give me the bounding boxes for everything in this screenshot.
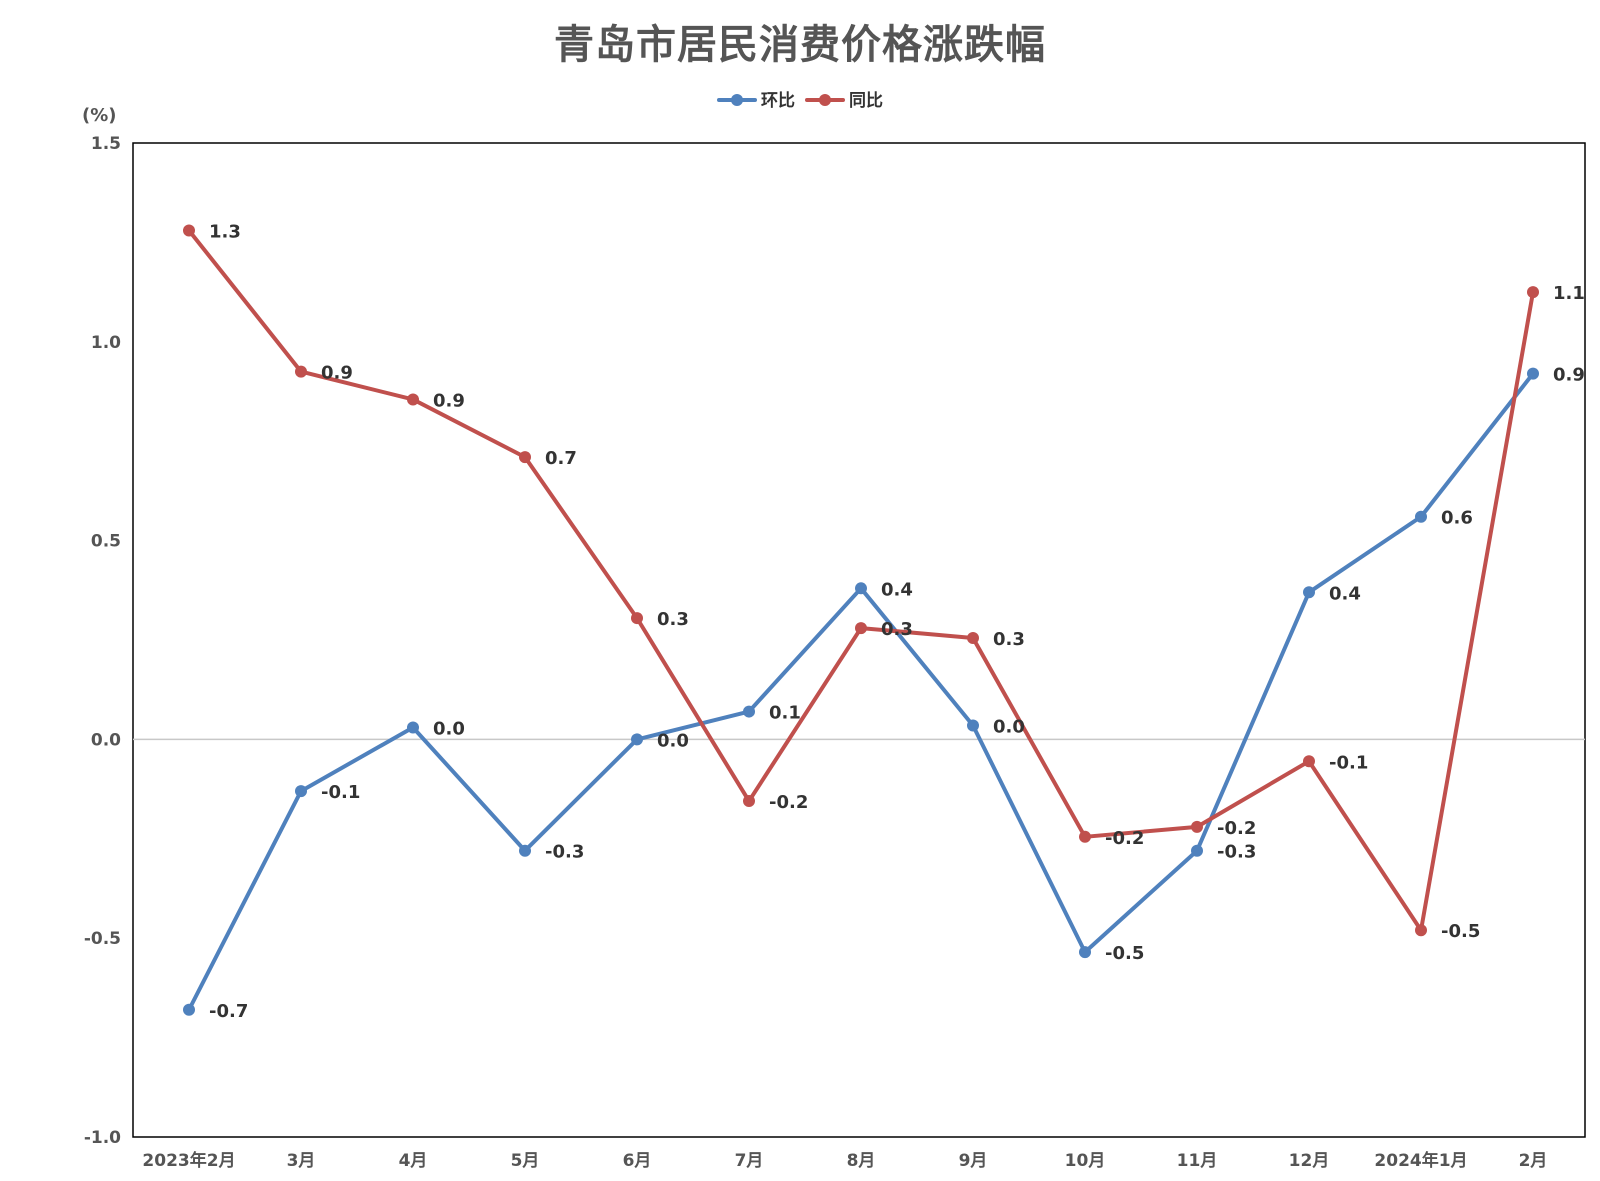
x-tick-label: 7月 [735, 1151, 764, 1171]
data-label-huanbi: 0.0 [993, 716, 1025, 737]
data-point-huanbi [1527, 367, 1539, 380]
data-label-huanbi: -0.3 [1217, 842, 1256, 863]
data-point-tongbi [407, 393, 419, 406]
chart-title: 青岛市居民消费价格涨跌幅 [554, 21, 1046, 68]
legend-swatch-huanbi [717, 89, 757, 109]
x-tick-label: 5月 [511, 1151, 540, 1171]
data-label-tongbi: -0.2 [1217, 818, 1256, 839]
data-label-huanbi: -0.3 [545, 842, 584, 863]
x-tick-label: 2023年2月 [142, 1150, 235, 1171]
data-label-huanbi: 0.6 [1441, 508, 1473, 529]
data-label-tongbi: -0.2 [769, 792, 808, 813]
data-point-tongbi [519, 451, 531, 464]
data-point-tongbi [1191, 820, 1203, 833]
data-label-tongbi: 1.1 [1553, 283, 1585, 304]
data-label-huanbi: 0.1 [769, 703, 801, 724]
series-line-huanbi [187, 371, 1535, 1012]
data-point-huanbi [1191, 844, 1203, 857]
data-point-tongbi [1415, 924, 1427, 937]
data-label-tongbi: -0.5 [1441, 921, 1480, 942]
x-tick-label: 11月 [1177, 1151, 1218, 1171]
data-label-tongbi: 0.3 [657, 609, 689, 630]
data-point-huanbi [407, 721, 419, 734]
x-tick-label: 10月 [1065, 1151, 1106, 1171]
y-tick-label: 0.5 [91, 532, 121, 552]
data-point-huanbi [519, 844, 531, 857]
legend-item-tongbi: 同比 [805, 86, 883, 111]
y-tick-label: -1.0 [84, 1128, 121, 1148]
data-point-huanbi [855, 582, 867, 595]
y-tick-label: 1.0 [91, 333, 121, 353]
data-label-huanbi: 0.4 [1329, 583, 1361, 604]
data-point-tongbi [743, 795, 755, 808]
legend-label-huanbi: 环比 [761, 91, 795, 111]
data-point-tongbi [967, 632, 979, 645]
data-point-huanbi [743, 705, 755, 718]
data-point-tongbi [295, 365, 307, 378]
y-tick-label: 0.0 [91, 730, 121, 750]
legend-label-tongbi: 同比 [849, 91, 883, 111]
x-tick-label: 12月 [1289, 1151, 1330, 1171]
y-tick-label: -0.5 [84, 929, 121, 949]
data-point-huanbi [967, 719, 979, 732]
data-point-huanbi [1079, 946, 1091, 959]
data-point-tongbi [1303, 755, 1315, 768]
legend-item-huanbi: 环比 [717, 86, 795, 111]
data-label-huanbi: 0.0 [433, 718, 465, 739]
series-line-tongbi [187, 228, 1535, 933]
x-tick-label: 2月 [1519, 1151, 1548, 1171]
legend: 环比 同比 [0, 86, 1600, 111]
data-point-tongbi [183, 224, 195, 237]
data-point-tongbi [1079, 830, 1091, 843]
data-label-tongbi: 0.3 [881, 619, 913, 640]
x-tick-label: 4月 [399, 1151, 428, 1171]
data-label-tongbi: -0.1 [1329, 752, 1368, 773]
data-point-huanbi [631, 733, 643, 746]
legend-swatch-tongbi [805, 89, 845, 109]
data-label-huanbi: 0.4 [881, 579, 913, 600]
x-tick-label: 6月 [623, 1151, 652, 1171]
x-tick-label: 8月 [847, 1151, 876, 1171]
data-label-tongbi: 0.7 [545, 448, 577, 469]
y-unit-label: (%) [82, 105, 117, 126]
data-point-huanbi [183, 1003, 195, 1016]
data-label-tongbi: -0.2 [1105, 828, 1144, 849]
data-label-huanbi: -0.5 [1105, 943, 1144, 964]
data-label-tongbi: 0.9 [321, 363, 353, 384]
data-point-huanbi [1303, 586, 1315, 599]
data-point-tongbi [855, 622, 867, 635]
plot-frame [132, 142, 1586, 1138]
data-label-huanbi: -0.7 [209, 1001, 248, 1022]
data-point-huanbi [1415, 510, 1427, 523]
data-label-huanbi: 0.0 [657, 730, 689, 751]
data-point-huanbi [295, 785, 307, 798]
x-tick-label: 9月 [959, 1151, 988, 1171]
y-tick-label: 1.5 [91, 134, 121, 154]
data-point-tongbi [1527, 286, 1539, 299]
data-label-tongbi: 1.3 [209, 221, 241, 242]
data-label-huanbi: -0.1 [321, 782, 360, 803]
data-point-tongbi [631, 612, 643, 625]
data-label-tongbi: 0.3 [993, 629, 1025, 650]
data-label-huanbi: 0.9 [1553, 365, 1585, 386]
x-tick-label: 3月 [287, 1151, 316, 1171]
x-tick-label: 2024年1月 [1374, 1150, 1467, 1171]
data-label-tongbi: 0.9 [433, 390, 465, 411]
